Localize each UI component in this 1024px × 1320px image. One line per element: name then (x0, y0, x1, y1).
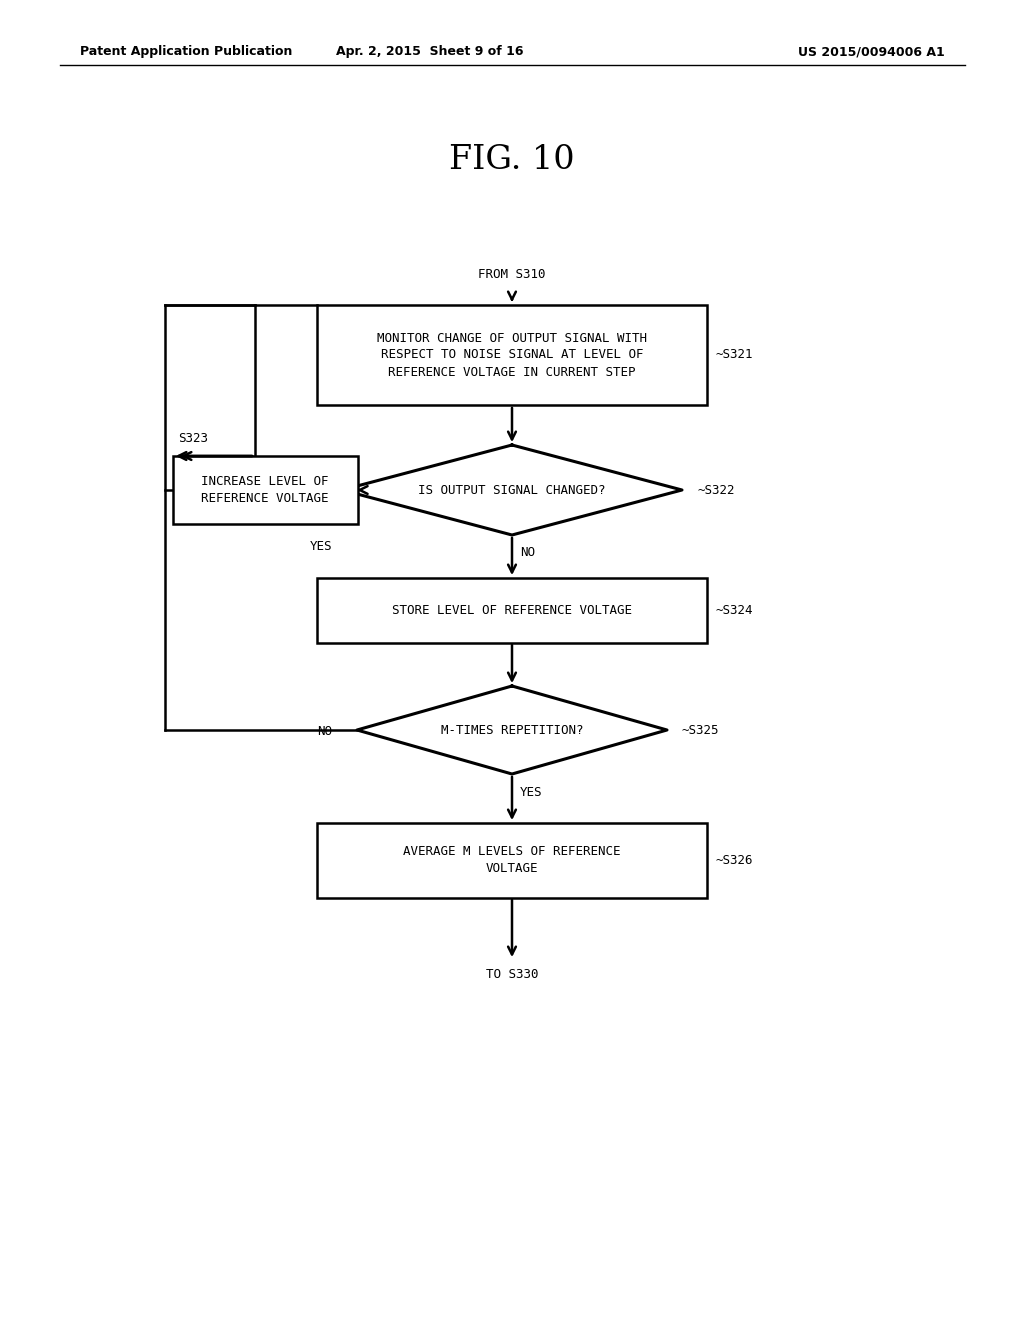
Text: FROM S310: FROM S310 (478, 268, 546, 281)
Text: ~S322: ~S322 (697, 483, 734, 496)
Text: ~S324: ~S324 (715, 603, 753, 616)
Text: M-TIMES REPETITION?: M-TIMES REPETITION? (440, 723, 584, 737)
Bar (317, 305, 707, 405)
Text: MONITOR CHANGE OF OUTPUT SIGNAL WITH
RESPECT TO NOISE SIGNAL AT LEVEL OF
REFEREN: MONITOR CHANGE OF OUTPUT SIGNAL WITH RES… (377, 331, 647, 379)
Text: ~S325: ~S325 (682, 723, 720, 737)
Text: IS OUTPUT SIGNAL CHANGED?: IS OUTPUT SIGNAL CHANGED? (418, 483, 606, 496)
Text: YES: YES (309, 540, 332, 553)
Text: FIG. 10: FIG. 10 (450, 144, 574, 176)
Text: US 2015/0094006 A1: US 2015/0094006 A1 (799, 45, 945, 58)
Text: ~S326: ~S326 (715, 854, 753, 866)
Text: S323: S323 (178, 432, 208, 445)
Text: Patent Application Publication: Patent Application Publication (80, 45, 293, 58)
Text: TO S330: TO S330 (485, 969, 539, 982)
Text: NO: NO (317, 725, 332, 738)
Bar (172, 455, 357, 524)
Text: STORE LEVEL OF REFERENCE VOLTAGE: STORE LEVEL OF REFERENCE VOLTAGE (392, 603, 632, 616)
Text: INCREASE LEVEL OF
REFERENCE VOLTAGE: INCREASE LEVEL OF REFERENCE VOLTAGE (202, 475, 329, 506)
Text: NO: NO (520, 546, 535, 560)
Text: AVERAGE M LEVELS OF REFERENCE
VOLTAGE: AVERAGE M LEVELS OF REFERENCE VOLTAGE (403, 845, 621, 875)
Text: YES: YES (520, 785, 543, 799)
Text: ~S321: ~S321 (715, 348, 753, 362)
Bar (317, 822, 707, 898)
Text: Apr. 2, 2015  Sheet 9 of 16: Apr. 2, 2015 Sheet 9 of 16 (336, 45, 523, 58)
Bar (317, 578, 707, 643)
